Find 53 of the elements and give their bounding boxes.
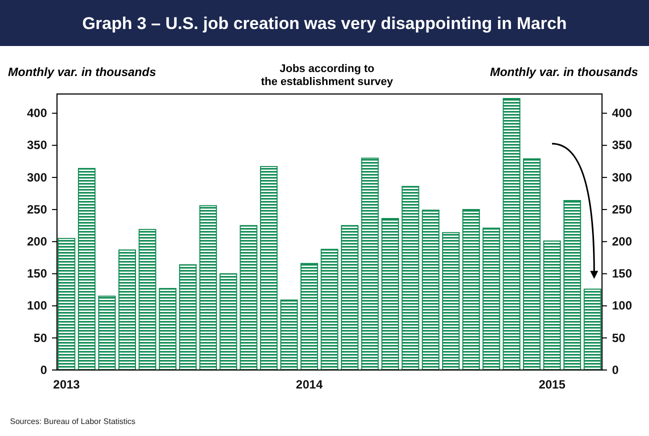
bar bbox=[300, 262, 318, 370]
y2-tick-label: 50 bbox=[612, 330, 626, 345]
chart-subtitle: Jobs according to the establishment survey bbox=[260, 63, 394, 88]
bar bbox=[584, 288, 602, 370]
y2-tick-label: 150 bbox=[612, 266, 632, 281]
y-tick-label: 400 bbox=[26, 106, 48, 120]
chart-title: Graph 3 – U.S. job creation was very disappointing in March bbox=[82, 14, 567, 33]
bar bbox=[523, 158, 541, 370]
bar bbox=[78, 168, 96, 370]
y-tick-label: 350 bbox=[26, 138, 48, 152]
bar bbox=[199, 205, 217, 370]
x-tick-label: 2015 bbox=[538, 378, 566, 392]
y2-tick-label: 0 bbox=[612, 362, 619, 377]
bar bbox=[502, 98, 520, 370]
bar bbox=[280, 300, 298, 370]
y-tick-label: 150 bbox=[26, 266, 48, 281]
y-tick-label: 50 bbox=[34, 330, 48, 345]
y-tick-label: 0 bbox=[40, 362, 48, 377]
y2-tick-label: 200 bbox=[612, 234, 632, 248]
bar bbox=[158, 288, 176, 370]
bar bbox=[98, 296, 116, 370]
bar bbox=[422, 210, 440, 370]
bar bbox=[138, 228, 156, 370]
bar bbox=[381, 218, 399, 370]
bar bbox=[543, 240, 561, 370]
bar bbox=[58, 238, 76, 370]
bar bbox=[482, 228, 500, 370]
y2-tick-label: 400 bbox=[612, 106, 632, 120]
x-tick-label: 2013 bbox=[53, 378, 80, 392]
y2-tick-label: 350 bbox=[612, 138, 632, 152]
y-axis-title: Monthly var. in thousands bbox=[8, 65, 156, 79]
y-tick-label: 100 bbox=[26, 298, 48, 313]
bar bbox=[240, 225, 258, 370]
bar bbox=[361, 158, 379, 370]
bar bbox=[340, 225, 359, 370]
x-tick-label: 2014 bbox=[296, 378, 323, 392]
bar bbox=[402, 186, 420, 370]
y2-axis-title: Monthly var. in thousands bbox=[490, 65, 638, 79]
y-tick-label: 300 bbox=[26, 170, 48, 184]
bar bbox=[220, 273, 238, 370]
bar bbox=[320, 248, 338, 370]
y2-tick-label: 300 bbox=[612, 170, 632, 184]
y-tick-label: 250 bbox=[26, 202, 48, 216]
bar bbox=[462, 209, 480, 370]
bar bbox=[118, 249, 136, 370]
y-tick-label: 200 bbox=[26, 234, 48, 248]
bar bbox=[442, 232, 460, 370]
source-note: Sources: Bureau of Labor Statistics bbox=[10, 417, 136, 426]
bar bbox=[179, 264, 197, 370]
bar bbox=[563, 200, 582, 370]
bar bbox=[260, 166, 278, 370]
y2-tick-label: 250 bbox=[612, 202, 632, 216]
y2-tick-label: 100 bbox=[612, 298, 632, 313]
